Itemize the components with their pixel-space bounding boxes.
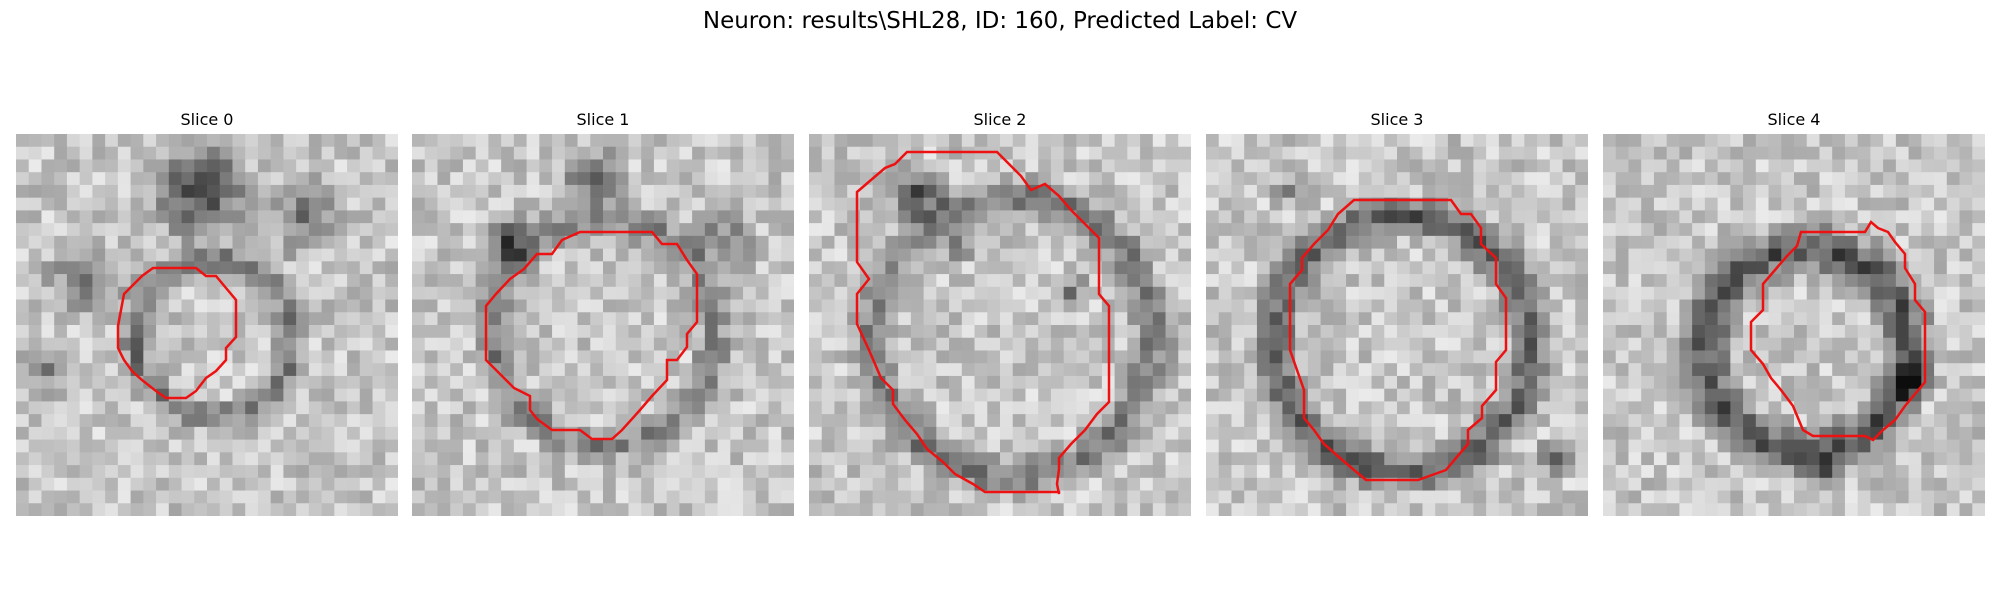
slice-title-3: Slice 3 <box>1370 110 1424 129</box>
slice-panel-3: Slice 3 <box>1206 108 1588 516</box>
cell-outline-0 <box>116 266 238 400</box>
slice-title-2: Slice 2 <box>973 110 1027 129</box>
cell-outline-1 <box>484 230 699 441</box>
slice-title-4: Slice 4 <box>1767 110 1821 129</box>
slice-panel-1: Slice 1 <box>412 108 794 516</box>
slice-title-1: Slice 1 <box>576 110 630 129</box>
slice-image-0 <box>16 134 398 516</box>
slice-image-4 <box>1603 134 1985 516</box>
slice-image-3 <box>1206 134 1588 516</box>
cell-outline-3 <box>1288 198 1508 482</box>
slice-panel-0: Slice 0 <box>16 108 398 516</box>
slice-panel-2: Slice 2 <box>809 108 1191 516</box>
figure-title: Neuron: results\SHL28, ID: 160, Predicte… <box>702 8 1298 34</box>
slice-panel-4: Slice 4 <box>1603 108 1985 516</box>
cell-outline-2 <box>855 150 1111 495</box>
cell-outline-4 <box>1749 220 1927 442</box>
slice-image-1 <box>412 134 794 516</box>
slice-title-0: Slice 0 <box>180 110 234 129</box>
slice-image-2 <box>809 134 1191 516</box>
